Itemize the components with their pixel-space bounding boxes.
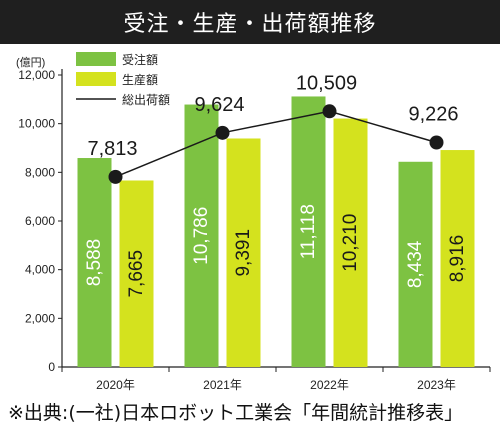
bar-label-production: 7,665	[126, 250, 147, 298]
bar-production	[119, 180, 154, 367]
bar-label-orders: 11,118	[298, 204, 319, 259]
point-label-shipments: 9,624	[194, 94, 244, 116]
chart-title: 受注・生産・出荷額推移	[0, 0, 500, 44]
bar-label-orders: 8,434	[405, 240, 426, 288]
x-tick-label: 2022年	[310, 378, 349, 392]
source-note: ※出典:(一社)日本ロボット工業会「年間統計推移表」	[8, 402, 464, 424]
bar-production	[226, 138, 261, 367]
y-tick-label: 12,000	[18, 68, 55, 82]
legend-label-shipments: 総出荷額	[122, 93, 170, 107]
point-label-shipments: 10,509	[296, 72, 357, 94]
bar-orders	[184, 104, 219, 368]
x-tick-label: 2021年	[203, 378, 242, 392]
y-tick-label: 4,000	[25, 263, 55, 277]
bar-production	[333, 118, 368, 367]
point-shipments	[429, 135, 444, 150]
legend-swatch-orders	[76, 52, 116, 66]
line-shipments	[115, 110, 437, 178]
y-tick-label: 2,000	[25, 311, 55, 325]
y-unit-label: (億円)	[16, 56, 45, 69]
bar-orders	[398, 161, 433, 367]
bar-label-production: 8,916	[447, 235, 468, 283]
bar-label-orders: 10,786	[191, 207, 212, 265]
legend-label-production: 生産額	[122, 72, 158, 87]
point-label-shipments: 7,813	[87, 138, 137, 160]
point-shipments	[322, 104, 337, 119]
point-shipments	[108, 169, 123, 184]
y-tick-label: 6,000	[25, 214, 55, 228]
y-tick-label: 10,000	[18, 117, 55, 131]
bar-orders	[291, 96, 326, 367]
bar-production	[440, 150, 475, 367]
point-shipments	[215, 125, 230, 140]
x-tick-label: 2020年	[96, 378, 135, 392]
y-tick-label: 8,000	[25, 165, 55, 179]
legend-swatch-production	[76, 72, 116, 86]
y-tick-label: 0	[48, 360, 55, 374]
point-label-shipments: 9,226	[408, 104, 458, 126]
x-tick-label: 2023年	[417, 378, 456, 392]
bar-label-production: 10,210	[340, 214, 361, 272]
bar-label-production: 9,391	[233, 229, 254, 277]
legend-label-orders: 受注額	[122, 52, 158, 67]
bar-label-orders: 8,588	[84, 239, 105, 287]
bar-orders	[77, 158, 112, 367]
